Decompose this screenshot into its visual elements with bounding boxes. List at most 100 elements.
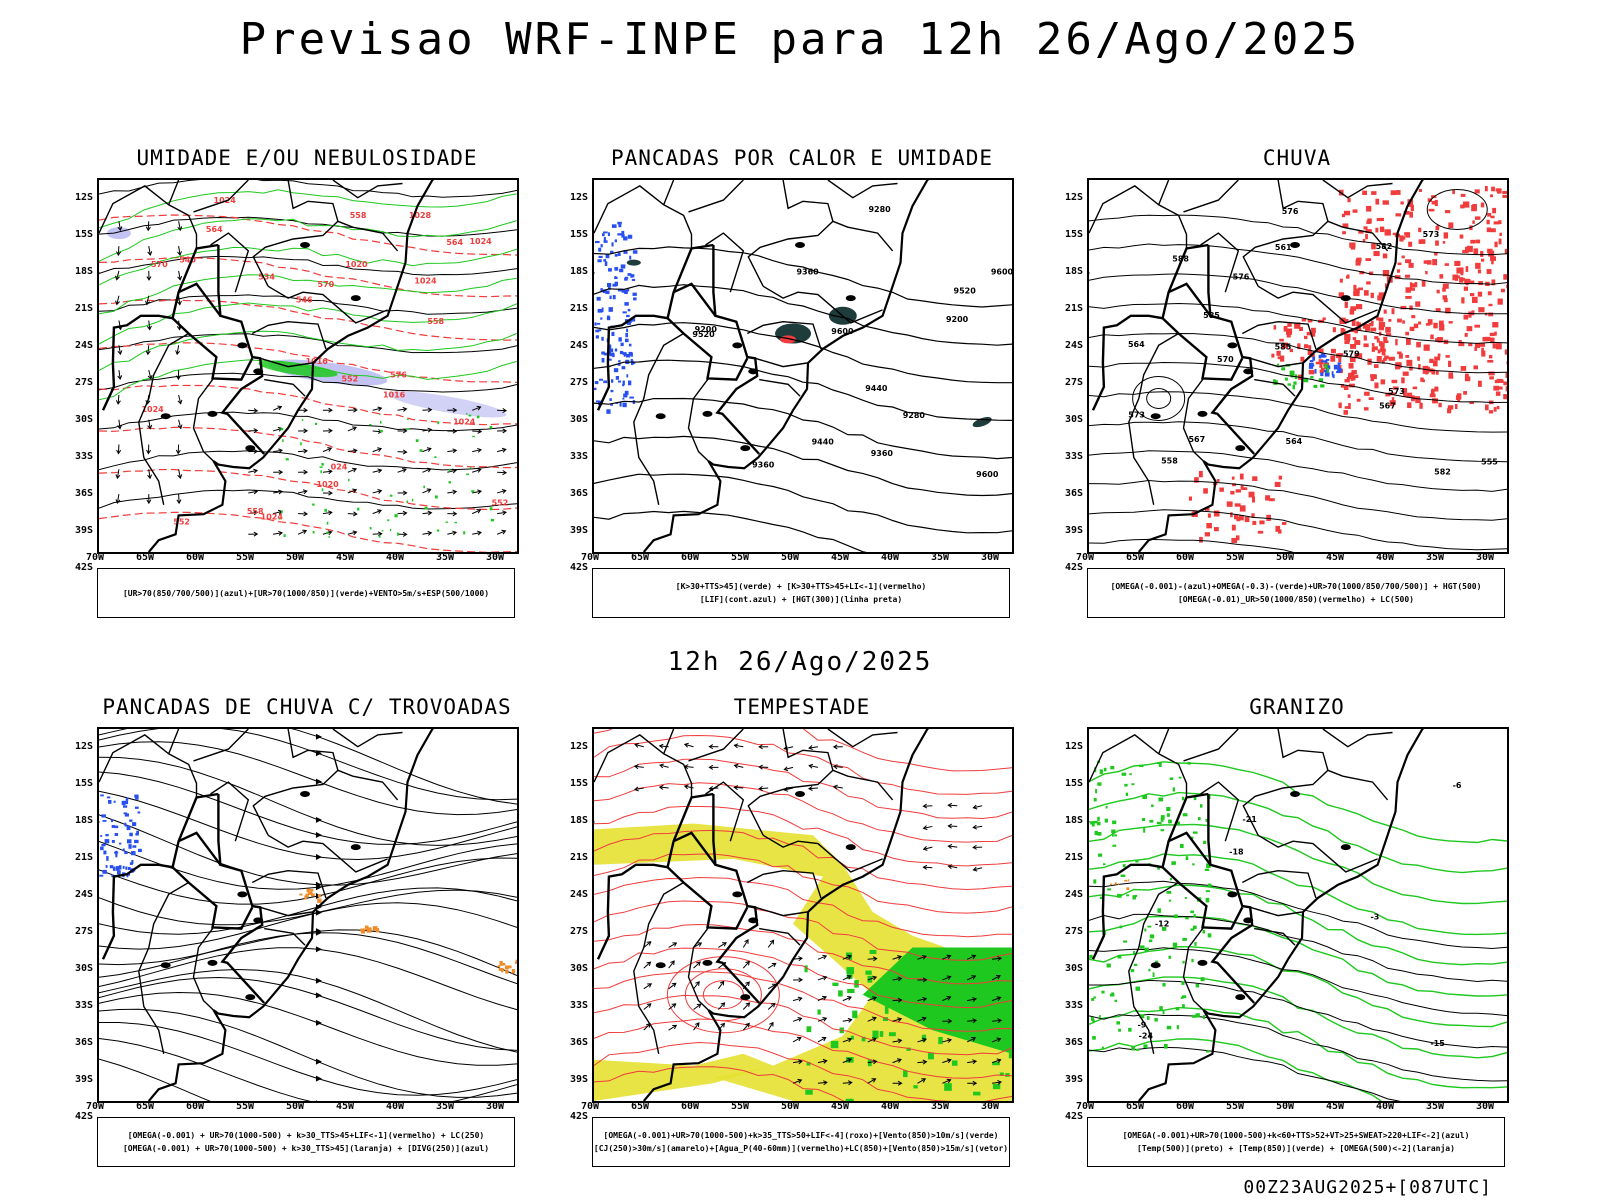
- lake-shape: [655, 413, 666, 420]
- country-state-border: [210, 781, 250, 842]
- rain-red-shading: [1358, 230, 1364, 234]
- temp850-contour: [1106, 963, 1111, 968]
- wind850-green-shading: [906, 1047, 911, 1051]
- wind850-green-shading: [838, 990, 843, 997]
- wind-vector: [808, 763, 814, 769]
- wind-vector: [996, 1058, 1002, 1064]
- divergence-blue-shading: [121, 872, 126, 875]
- rain-red-shading: [1371, 320, 1374, 324]
- rain-red-shading: [1308, 345, 1312, 351]
- green-speckle: [437, 421, 440, 425]
- map-panel: -12 -15 -18 -21 -24 -3 -6 -9: [1087, 727, 1509, 1103]
- temp850-contour: [1114, 834, 1117, 837]
- wind-vector: [683, 742, 689, 748]
- wind-vector: [426, 467, 432, 473]
- orange-shading: [304, 895, 307, 900]
- rain-red-shading: [1439, 274, 1444, 279]
- lat-tick-label: 36S: [569, 1037, 588, 1049]
- rain-red-shading: [1419, 402, 1423, 409]
- country-state-border: [1089, 185, 1188, 249]
- lifted-index-contour: [627, 308, 631, 312]
- wind-vector: [672, 1024, 678, 1030]
- lat-tick-label: 27S: [569, 377, 588, 389]
- lifted-index-contour: [609, 344, 612, 349]
- wind-vector: [116, 449, 122, 455]
- orange-shading: [515, 959, 517, 963]
- orange-shading: [499, 961, 503, 966]
- legend-text: [Temp(500)](preto) + [Temp(850)](verde) …: [1137, 1144, 1455, 1153]
- rain-red-shading: [1204, 532, 1211, 537]
- wind-vector: [278, 489, 283, 495]
- wind-vector: [996, 1037, 1002, 1043]
- rain-red-shading: [1415, 301, 1421, 307]
- orange-shading: [505, 969, 509, 974]
- wind-vector: [971, 1037, 977, 1042]
- rain-red-shading: [1231, 476, 1235, 480]
- wind850-green-shading: [992, 1062, 1000, 1066]
- rain-red-shading: [1283, 325, 1288, 332]
- rain-red-shading: [1310, 330, 1316, 337]
- rain-red-shading: [1428, 208, 1435, 212]
- rain-red-shading: [1351, 370, 1357, 375]
- rain-red-shading: [1480, 202, 1485, 208]
- panel-title: GRANIZO: [1249, 695, 1345, 719]
- wind850-green-shading: [951, 953, 956, 961]
- green-speckle: [378, 535, 381, 538]
- temp850-contour: [1134, 894, 1138, 898]
- rain-red-shading: [1484, 185, 1488, 192]
- wind-vector: [897, 1017, 903, 1023]
- wind-vector: [402, 467, 407, 473]
- rain-red-shading: [1346, 377, 1351, 380]
- map-panel: 9600 9600 9520 9440 9520 9600 9440 9360 9360 9360…: [592, 178, 1014, 554]
- temp850-contour: [1171, 861, 1176, 865]
- rain-red-shading: [1388, 231, 1391, 235]
- wind-vector: [847, 1037, 853, 1043]
- wind-vector: [668, 942, 677, 948]
- wind-vector: [422, 429, 432, 432]
- rain-red-shading: [1357, 354, 1362, 358]
- rain-red-shading: [1427, 319, 1433, 325]
- lifted-index-contour: [610, 250, 614, 254]
- temp850-contour: [1193, 795, 1197, 801]
- lc250-streamline: [99, 929, 517, 976]
- rain-red-shading: [1475, 239, 1481, 244]
- country-state-border: [178, 831, 222, 866]
- omega-green-shading: [1326, 367, 1329, 373]
- wind-vector: [253, 428, 259, 434]
- lake-shape: [1340, 295, 1351, 302]
- wind-vector: [178, 419, 182, 429]
- rain-red-shading: [1418, 239, 1424, 244]
- wind-vector: [176, 345, 180, 355]
- lat-tick-label: 36S: [74, 1037, 93, 1049]
- rain-red-shading: [1434, 356, 1441, 361]
- orange-shading: [360, 928, 363, 932]
- rain-red-shading: [1379, 217, 1385, 222]
- heat-humidity-shading: [972, 417, 992, 428]
- wind-vector: [353, 407, 358, 413]
- country-state-border: [705, 232, 745, 293]
- wind-vector: [808, 746, 819, 749]
- rain-red-shading: [1362, 190, 1368, 196]
- hgt500-contour: [1089, 273, 1507, 315]
- lat-tick-label: 15S: [1064, 778, 1083, 789]
- contour-label: 9200: [946, 315, 969, 324]
- wind850-green-shading: [869, 949, 877, 954]
- rain-red-shading: [1421, 239, 1426, 244]
- temp850-contour: [1178, 776, 1182, 779]
- rain-red-shading: [1355, 304, 1363, 310]
- map-panel: 1016 1020 1016 1024 1024 1020 1024 1028 1024 024 1…: [97, 178, 519, 554]
- country-state-border: [1182, 377, 1205, 462]
- lake-shape: [245, 445, 256, 452]
- green-speckle: [407, 418, 409, 421]
- divergence-blue-shading: [122, 848, 125, 852]
- lifted-index-contour: [620, 342, 624, 347]
- green-speckle: [387, 519, 390, 522]
- wind-vector: [997, 956, 1002, 962]
- orange-shading: [364, 925, 369, 929]
- divergence-blue-shading: [132, 845, 137, 848]
- lifted-index-contour: [630, 318, 636, 322]
- wind-vector: [117, 394, 120, 404]
- country-state-border: [332, 729, 403, 748]
- rain-red-shading: [1473, 365, 1478, 370]
- lake-shape: [795, 241, 806, 248]
